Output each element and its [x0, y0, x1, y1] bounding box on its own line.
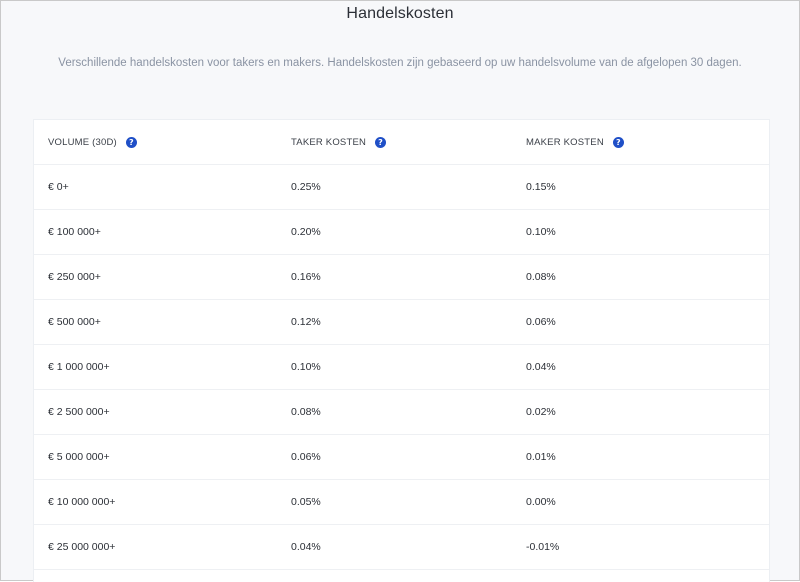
question-icon[interactable]: ? — [612, 136, 624, 148]
header-volume-label: VOLUME (30D) — [48, 136, 117, 148]
volume-cell: € 2 500 000+ — [48, 406, 110, 418]
table-row: € 10 000 000+ 0.05% 0.00% — [34, 480, 769, 525]
header-maker-label: MAKER KOSTEN — [526, 136, 604, 148]
maker-fee-cell: -0.01% — [526, 541, 560, 553]
header-maker: MAKER KOSTEN ? — [526, 120, 624, 164]
volume-cell: € 25 000 000+ — [48, 541, 116, 553]
table-row: € 500 000+ 0.12% 0.06% — [34, 300, 769, 345]
question-icon[interactable]: ? — [125, 136, 137, 148]
taker-fee-cell: 0.04% — [291, 541, 321, 553]
volume-cell: € 0+ — [48, 181, 69, 193]
taker-fee-cell: 0.25% — [291, 181, 321, 193]
taker-fee-cell: 0.20% — [291, 226, 321, 238]
header-volume: VOLUME (30D) ? — [48, 120, 137, 164]
maker-fee-cell: 0.01% — [526, 451, 556, 463]
table-row: € 2 500 000+ 0.08% 0.02% — [34, 390, 769, 435]
fees-table: VOLUME (30D) ? TAKER KOSTEN ? MAKER KOST… — [33, 119, 770, 582]
table-row: € 1 000 000+ 0.10% 0.04% — [34, 345, 769, 390]
taker-fee-cell: 0.16% — [291, 271, 321, 283]
volume-cell: € 10 000 000+ — [48, 496, 116, 508]
table-row: € 100 000+ 0.20% 0.10% — [34, 210, 769, 255]
question-icon[interactable]: ? — [375, 136, 387, 148]
table-header-row: VOLUME (30D) ? TAKER KOSTEN ? MAKER KOST… — [34, 120, 769, 165]
taker-fee-cell: 0.06% — [291, 451, 321, 463]
table-row: € 25 000 000+ 0.04% -0.01% — [34, 525, 769, 570]
maker-fee-cell: 0.04% — [526, 361, 556, 373]
taker-fee-cell: 0.08% — [291, 406, 321, 418]
volume-cell: € 1 000 000+ — [48, 361, 110, 373]
volume-cell: € 100 000+ — [48, 226, 101, 238]
table-row: € 5 000 000+ 0.06% 0.01% — [34, 435, 769, 480]
maker-fee-cell: 0.08% — [526, 271, 556, 283]
table-row: € 250 000+ 0.16% 0.08% — [34, 255, 769, 300]
maker-fee-cell: 0.10% — [526, 226, 556, 238]
volume-cell: € 250 000+ — [48, 271, 101, 283]
taker-fee-cell: 0.12% — [291, 316, 321, 328]
table-row: € 0+ 0.25% 0.15% — [34, 165, 769, 210]
taker-fee-cell: 0.05% — [291, 496, 321, 508]
page-title: Handelskosten — [346, 5, 454, 22]
header-taker: TAKER KOSTEN ? — [291, 120, 387, 164]
taker-fee-cell: 0.10% — [291, 361, 321, 373]
volume-cell: € 500 000+ — [48, 316, 101, 328]
volume-cell: € 5 000 000+ — [48, 451, 110, 463]
maker-fee-cell: 0.06% — [526, 316, 556, 328]
maker-fee-cell: 0.15% — [526, 181, 556, 193]
page-subtitle: Verschillende handelskosten voor takers … — [58, 57, 742, 69]
header-taker-label: TAKER KOSTEN — [291, 136, 367, 148]
maker-fee-cell: 0.00% — [526, 496, 556, 508]
maker-fee-cell: 0.02% — [526, 406, 556, 418]
